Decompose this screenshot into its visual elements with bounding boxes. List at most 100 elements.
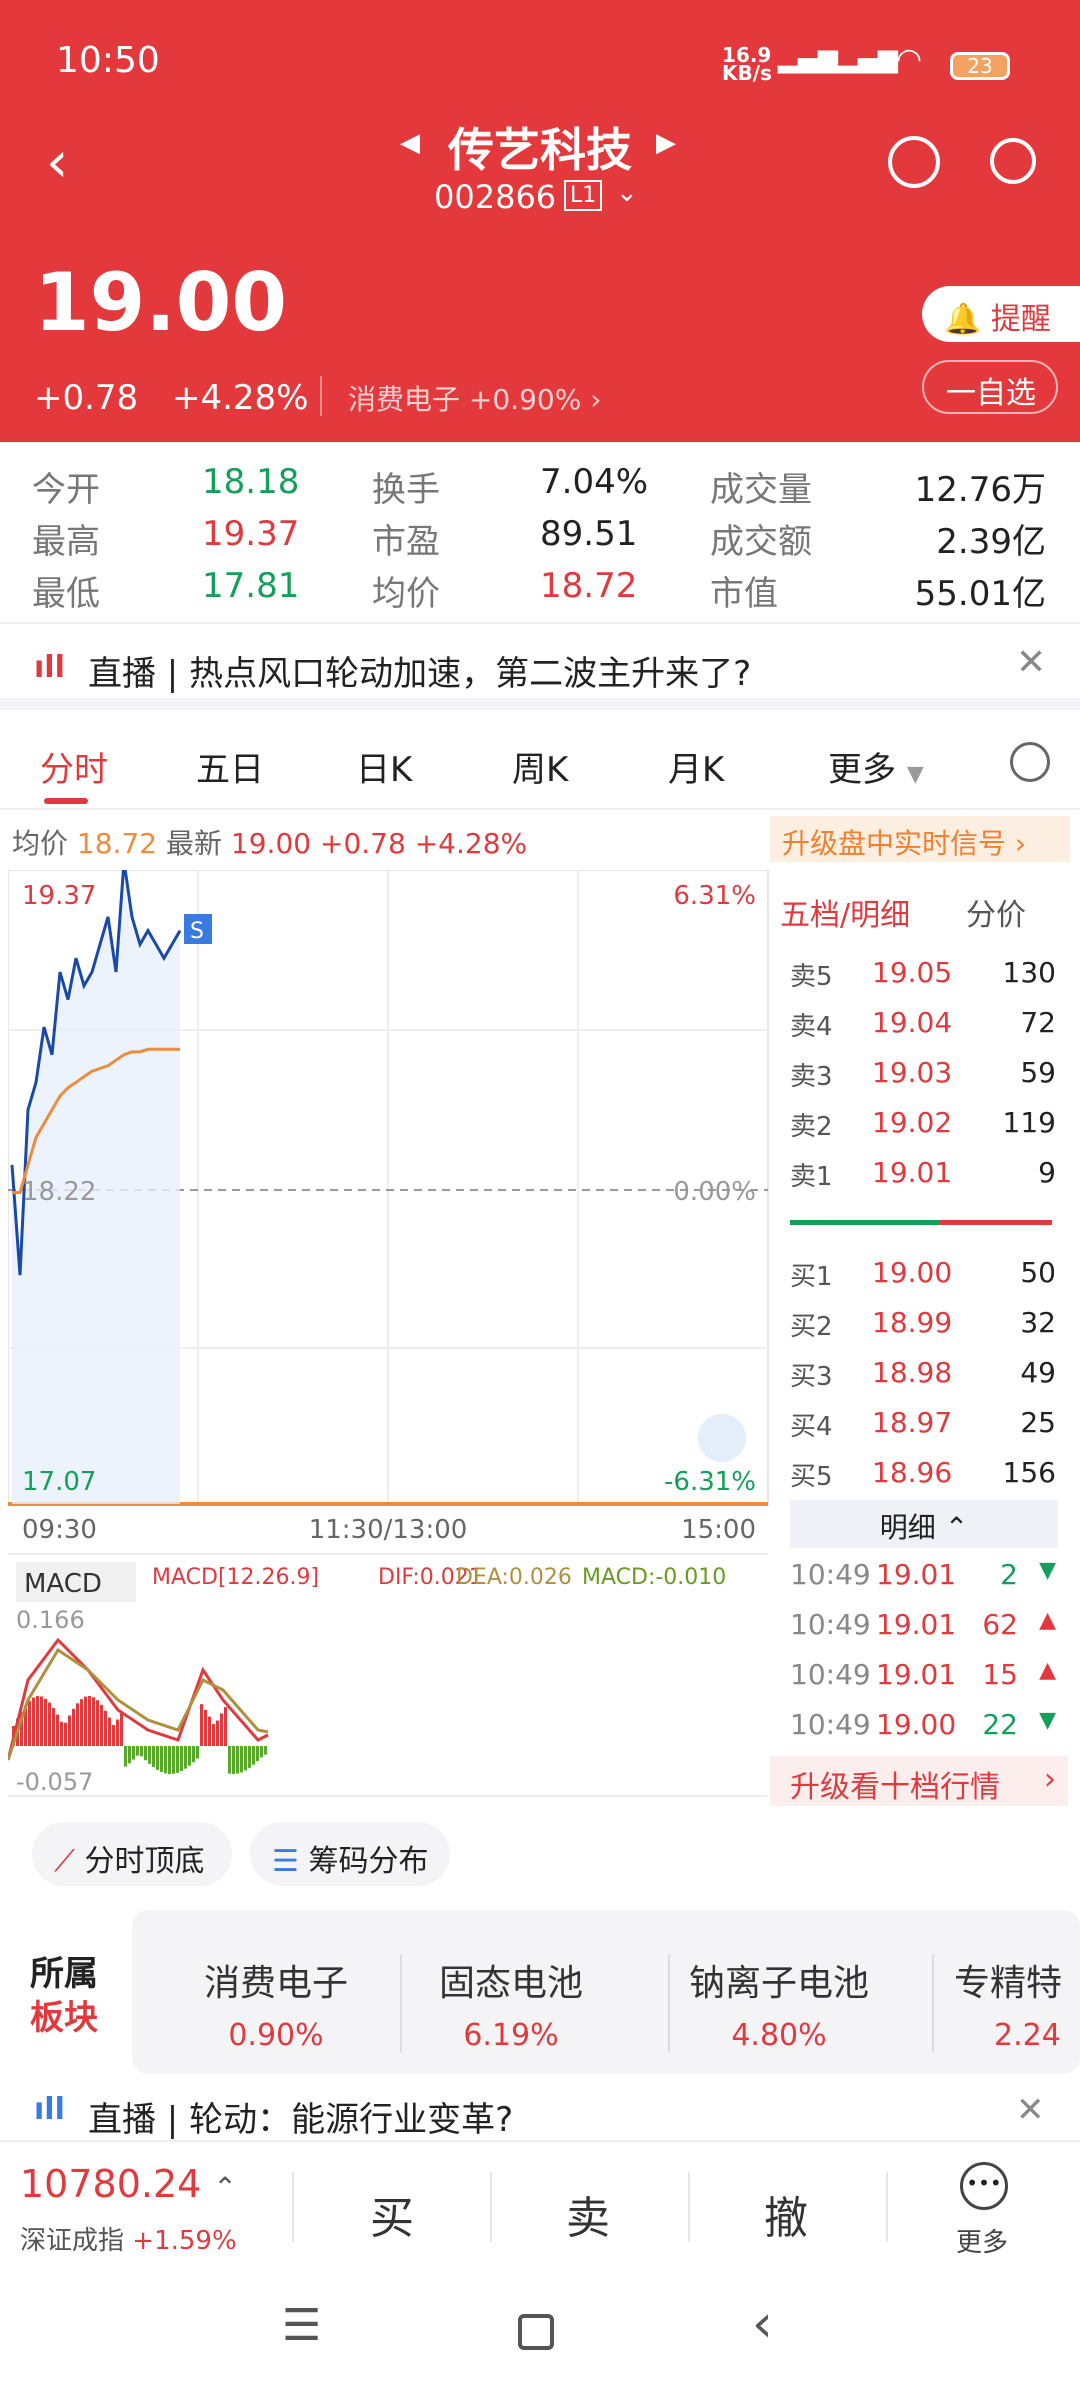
macd-value: MACD:-0.010 — [582, 1565, 726, 1590]
y-top-pct: 6.31% — [673, 881, 756, 911]
buy-row-2: 买2 18.99 32 — [790, 1306, 1056, 1342]
sector-item[interactable]: 固态电池 6.19% — [400, 1954, 620, 2053]
macd-bar — [156, 1746, 159, 1770]
tool-chip-distribution[interactable]: ☰ 筹码分布 — [250, 1822, 450, 1886]
macd-top-label: 0.166 — [16, 1606, 85, 1634]
sector-item[interactable]: 专精特 2.24 — [932, 1954, 1080, 2053]
alert-button[interactable]: 🔔 提醒 — [922, 286, 1080, 342]
live-banner[interactable]: ıll 直播 | 热点风口轮动加速，第二波主升来了? ✕ — [0, 622, 1080, 710]
watchlist-button[interactable]: 一自选 — [922, 360, 1058, 414]
macd-selector — [16, 1562, 136, 1602]
settings-icon[interactable] — [1010, 742, 1050, 782]
x-label-end: 15:00 — [681, 1515, 756, 1545]
refresh-icon[interactable] — [888, 136, 940, 188]
macd-bar — [260, 1746, 263, 1758]
label-open: 今开 — [32, 470, 100, 510]
macd-label: MACD — [24, 1569, 102, 1599]
macd-bar — [40, 1696, 43, 1746]
tab-intraday[interactable]: 分时 — [40, 750, 108, 790]
sell-row-5: 卖5 19.05 130 — [790, 956, 1056, 992]
live-icon: ıll — [34, 2092, 65, 2127]
signal-icon: ▂▄▆ — [838, 44, 898, 74]
value-volume: 12.76万 — [914, 470, 1046, 510]
macd-bar — [176, 1746, 179, 1773]
back-nav-icon[interactable]: ‹ — [752, 2294, 773, 2354]
macd-bar — [68, 1715, 71, 1746]
next-stock-icon[interactable]: ▶ — [656, 128, 676, 158]
tab-monthly-k[interactable]: 月K — [668, 750, 725, 790]
tab-5day[interactable]: 五日 — [196, 750, 264, 790]
macd-bar — [132, 1746, 135, 1760]
menu-icon[interactable]: ☰ — [282, 2300, 322, 2351]
live-banner-2[interactable]: ıll 直播 | 轮动：能源行业变革? ✕ — [0, 2088, 1080, 2140]
price-change-pct: +4.28% — [172, 378, 309, 418]
sell-row-1: 卖1 19.01 9 — [790, 1156, 1056, 1192]
value-avg: 18.72 — [540, 566, 638, 606]
s-marker — [184, 914, 212, 944]
cancel-order-button[interactable]: 撤 — [764, 2193, 808, 2244]
macd-bar — [188, 1746, 191, 1766]
tick-row: 10:49 19.01 15 ▲ — [790, 1658, 1056, 1691]
macd-dea: DEA:0.026 — [456, 1565, 572, 1590]
sector-item[interactable]: 消费电子 0.90% — [203, 1963, 348, 2053]
tab-weekly-k[interactable]: 周K — [512, 750, 569, 790]
macd-bar — [84, 1696, 87, 1746]
avg-line — [12, 1047, 180, 1194]
intraday-chart: S 19.37 6.31% 18.22 0.00% 17.07 -6.31% 0… — [8, 870, 769, 1797]
macd-bar — [144, 1746, 147, 1761]
close-icon[interactable]: ✕ — [1016, 2090, 1045, 2130]
s-marker-label: S — [190, 919, 204, 944]
macd-bot-label: -0.057 — [16, 1768, 93, 1796]
divider — [292, 2172, 294, 2242]
dif-line — [8, 1637, 269, 1761]
sell-row-3: 卖3 19.03 59 — [790, 1056, 1056, 1092]
tab-more[interactable]: 更多 ▼ — [828, 750, 924, 790]
macd-bar — [180, 1746, 183, 1772]
macd-bar — [264, 1746, 267, 1755]
macd-bar — [96, 1700, 99, 1746]
macd-bar — [204, 1709, 207, 1746]
upgrade-signal-link[interactable]: 升级盘中实时信号 › — [770, 816, 1070, 862]
macd-bar — [56, 1714, 59, 1746]
sector-list: 消费电子 0.90% 固态电池 6.19% 钠离子电池 4.80% 专精特 2.24 — [132, 1910, 1080, 2074]
close-icon[interactable]: ✕ — [1016, 642, 1047, 683]
signal-icon: ▂▄▆ — [778, 44, 838, 74]
macd-bar — [28, 1700, 31, 1746]
chevron-down-icon[interactable]: ⌄ — [616, 178, 638, 208]
prev-stock-icon[interactable]: ◀ — [400, 128, 420, 158]
tab-orderbook[interactable]: 五档/明细 — [780, 898, 911, 933]
tick-row: 10:49 19.01 2 ▼ — [790, 1558, 1056, 1591]
sector-item[interactable]: 钠离子电池 4.80% — [668, 1954, 888, 2053]
search-icon[interactable] — [990, 138, 1036, 184]
detail-toggle[interactable]: 明细 ⌃ — [790, 1500, 1058, 1548]
stock-code: 002866 — [434, 178, 557, 216]
tab-price-dist[interactable]: 分价 — [966, 898, 1026, 933]
upgrade-10level-link[interactable]: 升级看十档行情 › — [770, 1756, 1068, 1806]
macd-bar — [108, 1717, 111, 1746]
back-icon[interactable]: ‹ — [46, 130, 69, 195]
macd-bar — [140, 1746, 143, 1757]
x-label-mid: 11:30/13:00 — [309, 1515, 468, 1545]
macd-bar — [80, 1699, 83, 1746]
buy-button[interactable]: 买 — [370, 2193, 414, 2244]
wifi-icon: ◠ — [896, 42, 923, 77]
label-avg: 均价 — [372, 574, 440, 614]
macd-bar — [44, 1698, 47, 1746]
macd-bar — [148, 1746, 151, 1764]
macd-params: MACD[12.26.9] — [152, 1565, 319, 1590]
macd-bar — [76, 1703, 79, 1746]
macd-bar — [240, 1746, 243, 1773]
bottom-trade-bar: 10780.24 ⌃ 深证成指 +1.59% 买 卖 撤 ••• 更多 — [0, 2140, 1080, 2270]
label-high: 最高 — [32, 522, 100, 562]
more-icon[interactable]: ••• — [960, 2162, 1008, 2210]
sector-link[interactable]: 消费电子 +0.90% › — [348, 383, 602, 416]
macd-bar — [196, 1746, 199, 1759]
value-open: 18.18 — [202, 462, 300, 502]
home-icon[interactable] — [518, 2314, 554, 2350]
sell-button[interactable]: 卖 — [566, 2193, 610, 2244]
index-value[interactable]: 10780.24 ⌃ — [20, 2162, 237, 2206]
tab-daily-k[interactable]: 日K — [356, 750, 413, 790]
macd-bar — [248, 1746, 251, 1768]
tool-intraday-topbottom[interactable]: ⟋ 分时顶底 — [32, 1822, 232, 1886]
sell-row-2: 卖2 19.02 119 — [790, 1106, 1056, 1142]
